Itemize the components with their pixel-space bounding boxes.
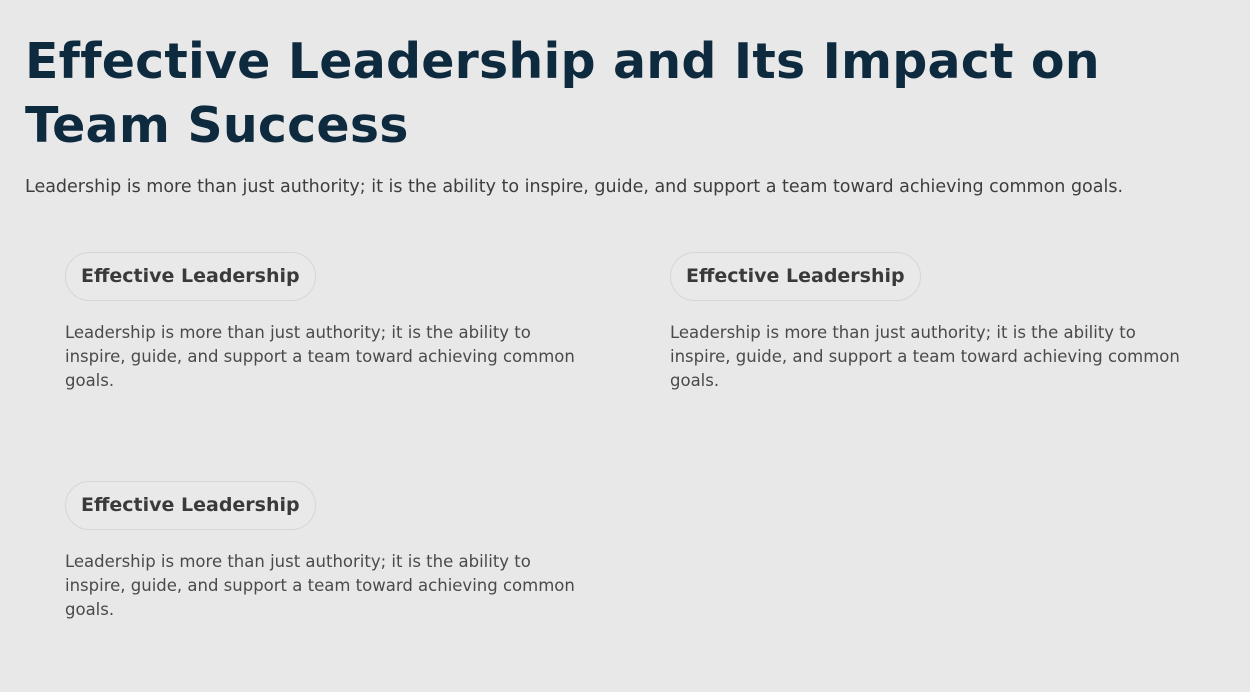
leadership-card: Effective Leadership Leadership is more … xyxy=(670,252,1190,393)
card-title-pill: Effective Leadership xyxy=(65,252,316,301)
card-description: Leadership is more than just authority; … xyxy=(65,552,575,619)
intro-text: Leadership is more than just authority; … xyxy=(25,177,1124,197)
page-title: Effective Leadership and Its Impact on T… xyxy=(25,33,1100,154)
card-description: Leadership is more than just authority; … xyxy=(670,323,1180,390)
card-title-pill: Effective Leadership xyxy=(670,252,921,301)
card-title-pill: Effective Leadership xyxy=(65,481,316,530)
card-description: Leadership is more than just authority; … xyxy=(65,323,575,390)
leadership-card: Effective Leadership Leadership is more … xyxy=(65,252,585,393)
leadership-card: Effective Leadership Leadership is more … xyxy=(65,481,585,622)
